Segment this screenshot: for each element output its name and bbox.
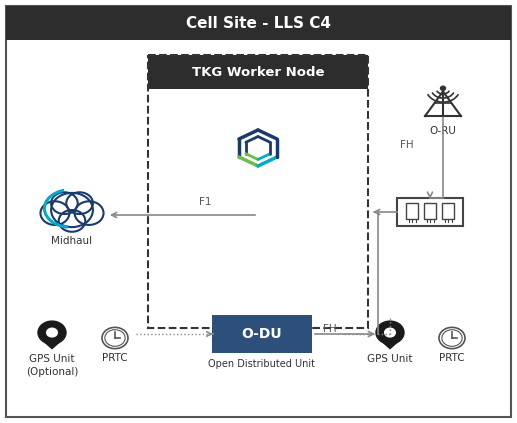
Circle shape	[105, 330, 125, 346]
Text: GPS Unit: GPS Unit	[29, 354, 75, 364]
Text: GPS Unit: GPS Unit	[367, 354, 413, 364]
Circle shape	[59, 210, 85, 232]
Text: PRTC: PRTC	[102, 353, 128, 363]
Circle shape	[51, 192, 78, 214]
FancyBboxPatch shape	[406, 203, 418, 219]
Circle shape	[442, 330, 462, 346]
Text: F1: F1	[199, 197, 211, 207]
Circle shape	[385, 328, 396, 337]
Text: Open Distributed Unit: Open Distributed Unit	[208, 359, 315, 369]
Circle shape	[74, 201, 103, 225]
Circle shape	[439, 327, 465, 349]
Text: O-DU: O-DU	[241, 327, 282, 341]
FancyBboxPatch shape	[397, 198, 463, 226]
Circle shape	[440, 86, 446, 91]
Circle shape	[51, 193, 93, 227]
FancyBboxPatch shape	[212, 315, 312, 353]
FancyBboxPatch shape	[442, 203, 454, 219]
FancyBboxPatch shape	[6, 6, 511, 417]
Text: Cell Site - LLS C4: Cell Site - LLS C4	[186, 16, 331, 30]
Circle shape	[47, 328, 57, 337]
Polygon shape	[381, 341, 399, 349]
Text: Midhaul: Midhaul	[51, 236, 93, 247]
Text: FH: FH	[323, 324, 337, 334]
Circle shape	[66, 192, 93, 214]
Circle shape	[102, 327, 128, 349]
FancyBboxPatch shape	[6, 6, 511, 40]
Text: (Optional): (Optional)	[26, 367, 78, 377]
Circle shape	[40, 201, 69, 225]
FancyBboxPatch shape	[424, 203, 436, 219]
Text: TKG Worker Node: TKG Worker Node	[192, 66, 324, 79]
Text: O-RU: O-RU	[430, 126, 457, 136]
Polygon shape	[43, 341, 61, 349]
Text: FH: FH	[400, 140, 414, 150]
FancyBboxPatch shape	[148, 55, 368, 89]
Text: PRTC: PRTC	[439, 353, 465, 363]
Circle shape	[376, 321, 404, 344]
Circle shape	[38, 321, 66, 344]
